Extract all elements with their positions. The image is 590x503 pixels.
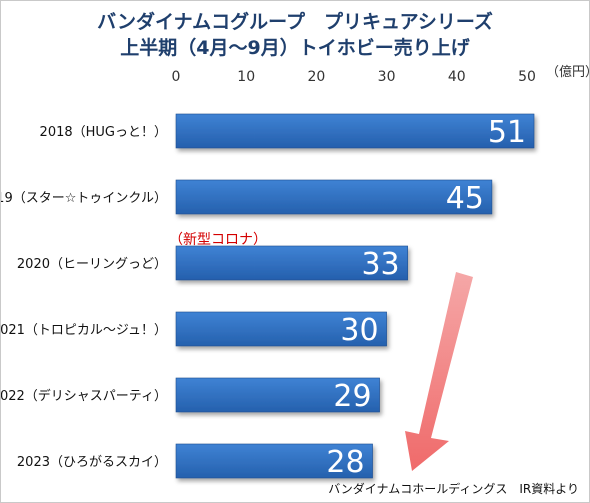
x-tick-label: 20: [307, 69, 325, 85]
x-tick-label: 0: [172, 69, 181, 85]
x-tick-label: 50: [518, 69, 536, 85]
bar: [175, 377, 380, 413]
decline-arrow-icon: [405, 272, 473, 471]
category-label: 2019（スター☆トゥインクル）: [1, 191, 167, 206]
data-label: 45: [446, 181, 484, 216]
bar: [175, 113, 535, 149]
bars-group: [175, 113, 535, 479]
category-label: 2022（デリシャスパーティ）: [1, 388, 167, 404]
source-note: バンダイナムコホールディングス IR資料より: [328, 481, 579, 496]
chart-title-line-2: 上半期（4月～9月）トイホビー売り上げ: [120, 36, 470, 59]
x-tick-label: 10: [237, 69, 255, 85]
bar: [175, 179, 493, 215]
category-label: 2018（HUGっと！）: [40, 125, 167, 140]
category-labels: 2018（HUGっと！） 2019（スター☆トゥインクル） 2020（ヒーリングっど…: [1, 125, 167, 470]
bar: [175, 311, 387, 347]
category-label: 2020（ヒーリングっど）: [17, 257, 167, 272]
x-tick-label: 30: [378, 69, 396, 85]
annotation-covid: （新型コロナ）: [169, 232, 267, 248]
data-label: 30: [340, 313, 378, 348]
data-label: 28: [326, 445, 364, 480]
category-label: 2021（トロピカル～ジュ！）: [1, 323, 167, 338]
x-tick-label: 40: [448, 69, 466, 85]
x-axis-ticks: 0 10 20 30 40 50: [172, 69, 536, 85]
data-label: 51: [488, 115, 526, 150]
bar: [175, 443, 373, 479]
x-axis-unit: （億円）: [546, 64, 589, 80]
data-label: 29: [333, 379, 371, 414]
chart-title-line-1: バンダイナムコグループ プリキュアシリーズ: [97, 10, 493, 33]
data-label: 33: [361, 247, 399, 282]
bar: [175, 245, 408, 281]
category-label: 2023（ひろがるスカイ）: [17, 455, 167, 470]
